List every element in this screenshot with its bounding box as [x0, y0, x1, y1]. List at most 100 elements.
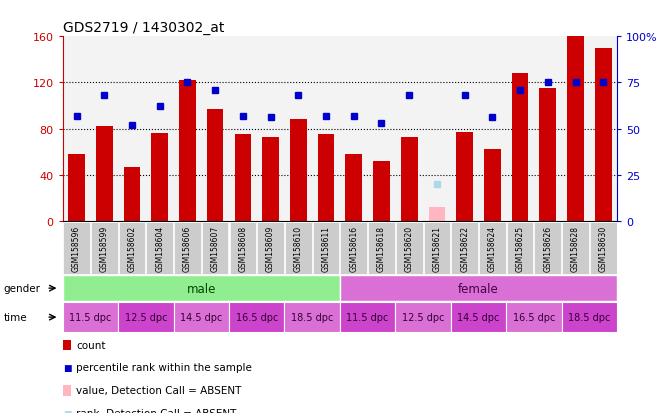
Text: GSM158621: GSM158621 [432, 225, 442, 271]
FancyBboxPatch shape [63, 302, 118, 332]
Bar [484, 150, 501, 221]
FancyBboxPatch shape [229, 302, 284, 332]
Bar [539, 89, 556, 221]
FancyBboxPatch shape [506, 302, 562, 332]
Text: GSM158616: GSM158616 [349, 225, 358, 271]
Bar [201, 37, 229, 221]
Bar [290, 120, 307, 221]
Bar [423, 37, 451, 221]
Bar [207, 110, 224, 221]
Bar [345, 154, 362, 221]
Text: time: time [3, 312, 27, 322]
Bar [63, 37, 90, 221]
Text: GSM158609: GSM158609 [266, 225, 275, 271]
Bar [368, 37, 395, 221]
FancyBboxPatch shape [174, 302, 229, 332]
FancyBboxPatch shape [396, 223, 422, 274]
Text: rank, Detection Call = ABSENT: rank, Detection Call = ABSENT [76, 408, 236, 413]
Bar [562, 37, 589, 221]
FancyBboxPatch shape [284, 302, 340, 332]
Bar [151, 134, 168, 221]
FancyBboxPatch shape [395, 302, 451, 332]
FancyBboxPatch shape [368, 223, 395, 274]
Text: GSM158625: GSM158625 [515, 225, 525, 271]
FancyBboxPatch shape [340, 275, 617, 301]
FancyBboxPatch shape [202, 223, 228, 274]
Bar [68, 154, 85, 221]
Bar [229, 37, 257, 221]
FancyBboxPatch shape [340, 302, 395, 332]
Bar [589, 37, 617, 221]
FancyBboxPatch shape [63, 223, 90, 274]
Text: male: male [187, 282, 216, 295]
FancyBboxPatch shape [257, 223, 284, 274]
Bar [456, 133, 473, 221]
FancyBboxPatch shape [119, 223, 145, 274]
FancyBboxPatch shape [91, 223, 117, 274]
FancyBboxPatch shape [590, 223, 616, 274]
Text: GSM158596: GSM158596 [72, 225, 81, 271]
Text: 16.5 dpc: 16.5 dpc [236, 312, 278, 322]
Text: GSM158624: GSM158624 [488, 225, 497, 271]
FancyBboxPatch shape [507, 223, 533, 274]
FancyBboxPatch shape [535, 223, 561, 274]
Bar [340, 37, 368, 221]
FancyBboxPatch shape [562, 223, 589, 274]
FancyBboxPatch shape [313, 223, 339, 274]
Text: 12.5 dpc: 12.5 dpc [402, 312, 444, 322]
Text: GSM158626: GSM158626 [543, 225, 552, 271]
Text: 18.5 dpc: 18.5 dpc [291, 312, 333, 322]
Text: GSM158611: GSM158611 [321, 225, 331, 271]
Text: 11.5 dpc: 11.5 dpc [69, 312, 112, 322]
FancyBboxPatch shape [174, 223, 201, 274]
Text: value, Detection Call = ABSENT: value, Detection Call = ABSENT [76, 385, 242, 395]
Text: GSM158604: GSM158604 [155, 225, 164, 271]
Bar [451, 37, 478, 221]
Text: GSM158599: GSM158599 [100, 225, 109, 271]
Text: GSM158630: GSM158630 [599, 225, 608, 271]
Text: gender: gender [3, 283, 40, 293]
Text: 12.5 dpc: 12.5 dpc [125, 312, 167, 322]
Bar [96, 127, 113, 221]
Bar [146, 37, 174, 221]
Text: percentile rank within the sample: percentile rank within the sample [76, 363, 251, 373]
Bar [595, 49, 612, 221]
Text: GSM158610: GSM158610 [294, 225, 303, 271]
FancyBboxPatch shape [341, 223, 367, 274]
FancyBboxPatch shape [479, 223, 506, 274]
Bar [284, 37, 312, 221]
Text: 18.5 dpc: 18.5 dpc [568, 312, 610, 322]
Bar [373, 161, 390, 221]
FancyBboxPatch shape [230, 223, 256, 274]
Text: GSM158628: GSM158628 [571, 225, 580, 271]
Text: 14.5 dpc: 14.5 dpc [180, 312, 222, 322]
Text: 11.5 dpc: 11.5 dpc [346, 312, 389, 322]
Bar [512, 74, 529, 221]
Bar [262, 137, 279, 221]
Text: GSM158606: GSM158606 [183, 225, 192, 271]
Bar [90, 37, 118, 221]
Text: GDS2719 / 1430302_at: GDS2719 / 1430302_at [63, 21, 224, 35]
Bar [478, 37, 506, 221]
Bar [123, 167, 141, 221]
FancyBboxPatch shape [285, 223, 312, 274]
Text: ■: ■ [63, 363, 71, 372]
FancyBboxPatch shape [424, 223, 450, 274]
Text: ■: ■ [63, 409, 71, 413]
Bar [179, 81, 196, 221]
Bar [428, 207, 446, 221]
Text: female: female [458, 282, 499, 295]
Bar [395, 37, 423, 221]
Bar [234, 135, 251, 221]
Text: GSM158608: GSM158608 [238, 225, 248, 271]
FancyBboxPatch shape [118, 302, 174, 332]
Bar [118, 37, 146, 221]
Bar [317, 135, 335, 221]
Text: GSM158602: GSM158602 [127, 225, 137, 271]
FancyBboxPatch shape [147, 223, 173, 274]
Bar [174, 37, 201, 221]
Bar [257, 37, 284, 221]
FancyBboxPatch shape [562, 302, 617, 332]
Text: count: count [76, 340, 106, 350]
Bar [312, 37, 340, 221]
